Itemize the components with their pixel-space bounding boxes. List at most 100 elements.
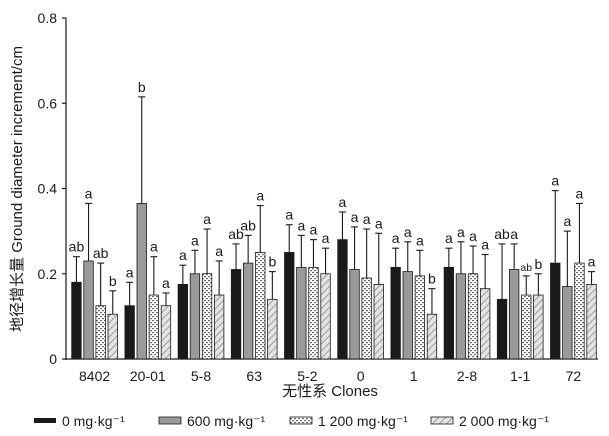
- bar: [213, 294, 225, 360]
- significance-label: a: [576, 185, 584, 201]
- y-ticks: 0 0.2 0.4 0.6 0.8: [38, 10, 66, 367]
- y-tick-label: 0.8: [38, 10, 58, 26]
- x-tick-label: 2-8: [457, 368, 477, 384]
- significance-label: a: [215, 243, 223, 259]
- bar: [255, 252, 266, 360]
- significance-label: a: [150, 239, 158, 255]
- significance-label: b: [109, 273, 117, 289]
- significance-label: ab: [240, 217, 256, 233]
- y-tick-label: 0: [49, 351, 57, 367]
- y-axis-title: 地径增长量 Ground diameter increment/cm: [9, 46, 26, 332]
- bar: [349, 269, 360, 360]
- bar: [308, 266, 319, 360]
- legend-swatch: [289, 416, 313, 425]
- significance-label: a: [256, 188, 264, 204]
- bar: [479, 288, 491, 360]
- bar: [426, 313, 438, 360]
- significance-label: a: [310, 222, 318, 238]
- significance-label: a: [162, 275, 170, 291]
- significance-label: b: [138, 79, 146, 95]
- y-axis: 0 0.2 0.4 0.6 0.8 地径增长量 Ground diameter incr…: [9, 10, 67, 367]
- x-axis: 8402 20-01 5-8 63 5-2 0 1 2-8 1-1 72 无性系 Clones: [66, 358, 598, 400]
- significance-label: a: [297, 217, 305, 233]
- significance-label: a: [203, 211, 211, 227]
- significance-label: a: [363, 211, 371, 227]
- bar: [320, 273, 331, 360]
- significance-label: a: [457, 224, 465, 240]
- significance-label: a: [469, 228, 477, 244]
- legend-label: 1 200 mg·kg⁻¹: [318, 413, 408, 429]
- significance-label: b: [268, 254, 276, 270]
- significance-label: a: [126, 264, 134, 280]
- x-tick-label: 5-8: [191, 368, 211, 384]
- significance-label: a: [339, 194, 347, 210]
- x-axis-title: 无性系 Clones: [282, 383, 378, 400]
- bars: [71, 203, 597, 360]
- legend: 0 mg·kg⁻¹ 600 mg·kg⁻¹ 1 200 mg·kg⁻¹ 2 000 m…: [34, 413, 549, 429]
- bar: [124, 305, 135, 360]
- bar: [455, 273, 467, 360]
- significance-label: a: [85, 185, 93, 201]
- error-bars: [72, 96, 596, 315]
- bar: [284, 252, 295, 360]
- bar: [267, 298, 278, 360]
- bar: [71, 281, 82, 360]
- legend-swatch: [430, 416, 454, 425]
- legend-swatch: [34, 418, 56, 423]
- significance-label: ab: [520, 262, 532, 274]
- bar: [562, 286, 573, 360]
- x-tick-label: 1: [410, 368, 418, 384]
- significance-label: a: [351, 209, 359, 225]
- significance-label: a: [416, 232, 424, 248]
- bar: [467, 273, 479, 360]
- significance-label: a: [285, 207, 293, 223]
- bar: [533, 294, 544, 360]
- bar: [496, 298, 508, 360]
- significance-label: a: [404, 224, 412, 240]
- significance-label: a: [445, 230, 453, 246]
- x-tick-label: 0: [357, 368, 365, 384]
- bar: [107, 313, 118, 360]
- bar: [443, 266, 455, 360]
- legend-label: 2 000 mg·kg⁻¹: [459, 413, 549, 429]
- x-tick-label: 72: [566, 368, 582, 384]
- significance-label: a: [481, 237, 489, 253]
- bar: [83, 260, 94, 360]
- bar: [136, 203, 147, 360]
- significance-label: a: [392, 230, 400, 246]
- bar: [574, 262, 585, 360]
- bar: [373, 284, 384, 360]
- bar: [230, 269, 242, 360]
- bar: [402, 271, 413, 360]
- significance-label: a: [179, 247, 187, 263]
- significance-label: a: [510, 226, 518, 242]
- bar: [586, 284, 597, 360]
- bar: [148, 294, 160, 360]
- x-tick-label: 1-1: [510, 368, 530, 384]
- bar: [95, 305, 106, 360]
- significance-label: ab: [494, 226, 510, 242]
- bar: [521, 294, 532, 360]
- bar: [550, 262, 561, 360]
- significance-label: a: [588, 254, 596, 270]
- significance-label: a: [551, 173, 559, 189]
- bar: [177, 284, 189, 360]
- significance-label: a: [563, 213, 571, 229]
- significance-label: b: [534, 256, 542, 272]
- x-tick-label: 8402: [79, 368, 110, 384]
- bar: [242, 262, 254, 360]
- significance-label: b: [428, 271, 436, 287]
- y-tick-label: 0.4: [38, 181, 58, 197]
- significance-label: ab: [69, 239, 85, 255]
- legend-label: 600 mg·kg⁻¹: [187, 413, 266, 429]
- significance-label: ab: [228, 226, 244, 242]
- bar: [160, 305, 172, 360]
- legend-swatch: [158, 416, 182, 425]
- bar: [390, 266, 401, 360]
- y-tick-label: 0.2: [38, 266, 58, 282]
- x-tick-label: 5-2: [297, 368, 317, 384]
- bar: [508, 269, 520, 360]
- bar: [361, 277, 372, 360]
- x-tick-label: 20-01: [130, 368, 166, 384]
